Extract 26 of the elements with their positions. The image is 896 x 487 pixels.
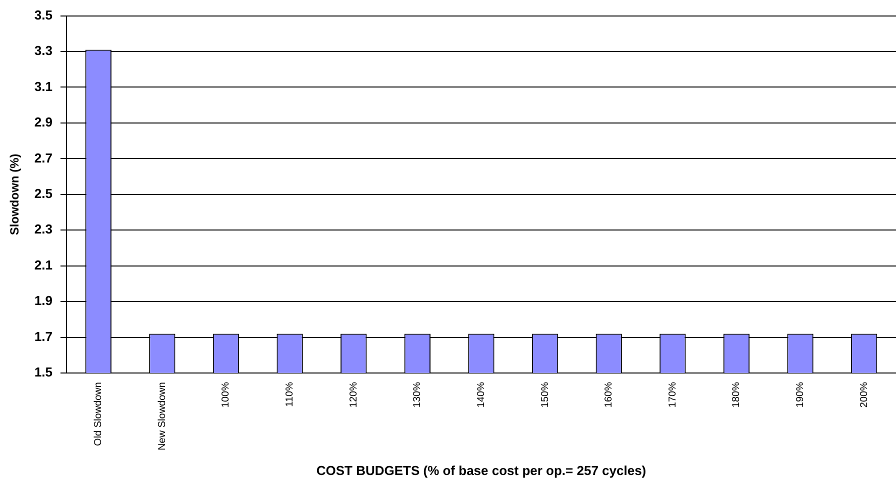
y-tick-label: 1.9 [34,293,52,308]
y-tick-label: 3.1 [34,78,52,94]
x-tick-label: 180% [731,382,742,408]
y-tick-label: 3.5 [34,7,52,22]
x-tick-label: 130% [412,382,424,408]
x-tick-label: 150% [540,382,551,408]
y-tick-label: 2.1 [34,257,52,272]
y-tick-label: 1.7 [34,328,52,344]
x-tick-label: Old Slowdown [93,382,104,446]
x-tick-label: 110% [284,382,296,407]
x-tick-label: 140% [476,382,487,408]
x-tick-label: 200% [858,382,870,408]
x-tick-label: 190% [795,382,806,408]
y-tick-label: 3.3 [34,43,52,58]
x-tick-label: 170% [667,382,678,408]
x-tick-label: 100% [220,382,232,408]
y-tick-label: 2.5 [34,186,52,201]
y-tick-label: 2.3 [34,222,52,237]
y-tick-label: 2.7 [34,150,52,166]
x-tick-label: New Slowdown [156,382,168,450]
x-axis-title: COST BUDGETS (% of base cost per op.= 257 cycles) [316,462,646,478]
y-axis-title: Slowdown (%) [8,154,22,236]
x-tick-label: 160% [604,382,615,408]
y-tick-label: 2.9 [34,114,52,130]
x-tick-label: 120% [348,382,360,408]
y-tick-label: 1.5 [34,364,52,380]
